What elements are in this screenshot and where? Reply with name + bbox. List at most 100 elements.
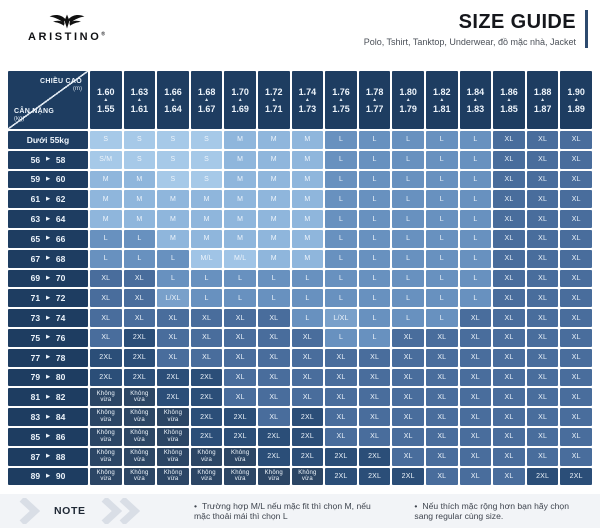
height-max-value: 1.82 — [433, 86, 451, 97]
weight-from-value: 63 — [30, 214, 41, 225]
size-cell: XL — [157, 348, 189, 367]
height-min-value: 1.55 — [97, 103, 115, 114]
size-cell: 2XL — [224, 427, 256, 446]
size-cell: L — [358, 229, 391, 248]
size-cell: S/M — [90, 150, 122, 169]
size-cell: XL — [493, 131, 525, 149]
size-cell: M — [123, 210, 156, 228]
height-column-header: 1.86 ▲ 1.85 — [493, 71, 525, 129]
range-right-icon: ▶ — [46, 235, 50, 242]
size-cell: Không vừa — [190, 447, 223, 466]
size-cell: XL — [493, 447, 525, 466]
size-cell: XL — [493, 427, 525, 446]
brand-name: ARISTINO® — [28, 31, 106, 43]
size-cell: 2XL — [190, 427, 223, 446]
range-right-icon: ▶ — [46, 472, 50, 479]
size-cell: L — [392, 269, 424, 288]
height-min-value: 1.87 — [533, 103, 552, 114]
weight-row-label: 61 ▶ 62 — [8, 190, 88, 209]
size-cell: L — [459, 170, 492, 189]
weight-row-label: 71 ▶ 72 — [8, 289, 88, 308]
height-min-value: 1.89 — [567, 103, 585, 114]
range-right-icon: ▶ — [46, 175, 50, 182]
size-cell: L — [123, 249, 156, 268]
height-max-value: 1.86 — [500, 86, 518, 97]
size-cell: L — [325, 328, 357, 347]
size-cell: XL — [493, 190, 525, 209]
size-cell: L — [258, 289, 290, 308]
size-cell: L — [258, 269, 290, 288]
size-cell: M — [224, 210, 256, 228]
weight-to-value: 58 — [55, 154, 66, 165]
height-column-header: 1.74 ▲ 1.73 — [291, 71, 324, 129]
height-axis-title: CHIỀU CAO — [40, 78, 82, 85]
size-cell: XL — [224, 348, 256, 367]
range-up-icon: ▲ — [573, 96, 579, 103]
size-cell: XL — [526, 427, 559, 446]
height-max-value: 1.60 — [97, 86, 115, 97]
size-cell: XL — [392, 328, 424, 347]
size-cell: M — [291, 170, 324, 189]
size-cell: 2XL — [526, 467, 559, 486]
size-cell: XL — [426, 328, 458, 347]
size-cell: L — [291, 309, 324, 327]
size-cell: L — [459, 190, 492, 209]
size-cell: XL — [560, 289, 592, 308]
size-cell: Không vừa — [224, 447, 256, 466]
height-column-header: 1.84 ▲ 1.83 — [459, 71, 492, 129]
size-cell: L — [392, 289, 424, 308]
size-cell: M — [258, 229, 290, 248]
range-right-icon: ▶ — [46, 354, 50, 361]
range-right-icon: ▶ — [46, 195, 50, 202]
weight-from-value: 87 — [30, 451, 41, 462]
weight-row-label: 65 ▶ 66 — [8, 229, 88, 248]
size-cell: M — [291, 190, 324, 209]
size-cell: XL — [560, 447, 592, 466]
size-cell: L — [190, 289, 223, 308]
height-column-header: 1.88 ▲ 1.87 — [526, 71, 559, 129]
size-cell: M — [291, 210, 324, 228]
size-cell: Không vừa — [291, 467, 324, 486]
height-min-value: 1.81 — [433, 103, 451, 114]
range-up-icon: ▲ — [372, 96, 378, 103]
range-up-icon: ▲ — [170, 96, 176, 103]
range-right-icon: ▶ — [46, 156, 50, 163]
size-cell: XL — [459, 447, 492, 466]
size-cell: L — [325, 210, 357, 228]
size-cell: XL — [358, 427, 391, 446]
size-cell: L — [90, 249, 122, 268]
note-item: Trường hợp M/L nếu mặc fit thì chọn M, n… — [194, 501, 384, 521]
size-cell: XL — [526, 368, 559, 387]
size-cell: L — [291, 269, 324, 288]
weight-axis-unit: (kg) — [14, 116, 25, 122]
weight-to-value: 70 — [55, 273, 66, 284]
size-cell: XL — [560, 150, 592, 169]
size-cell: XL — [493, 328, 525, 347]
size-cell: XL — [392, 427, 424, 446]
size-cell: M — [157, 229, 189, 248]
height-max-value: 1.63 — [130, 86, 149, 97]
size-cell: M — [291, 150, 324, 169]
note-label: NOTE — [54, 505, 86, 517]
size-table: CHIỀU CAO (m) CÂN NẶNG (kg) 1.60 ▲ 1.55 1.63 ▲ 1.… — [8, 71, 592, 486]
size-cell: L — [157, 249, 189, 268]
size-cell: XL — [325, 408, 357, 426]
weight-to-value: 84 — [55, 412, 66, 423]
weight-from-value: 65 — [30, 233, 41, 244]
weight-to-value: 64 — [55, 214, 66, 225]
size-cell: XL — [459, 427, 492, 446]
size-cell: XL — [493, 269, 525, 288]
range-right-icon: ▶ — [46, 413, 50, 420]
size-cell: XL — [526, 170, 559, 189]
size-cell: L — [392, 150, 424, 169]
range-up-icon: ▲ — [204, 96, 210, 103]
size-cell: XL — [560, 427, 592, 446]
size-cell: XL — [224, 309, 256, 327]
size-cell: L — [426, 190, 458, 209]
height-max-value: 1.90 — [567, 86, 585, 97]
weight-from-value: 61 — [30, 194, 41, 205]
size-cell: L — [426, 210, 458, 228]
size-cell: XL — [459, 388, 492, 407]
weight-to-value: 72 — [55, 293, 66, 304]
size-cell: L — [358, 309, 391, 327]
